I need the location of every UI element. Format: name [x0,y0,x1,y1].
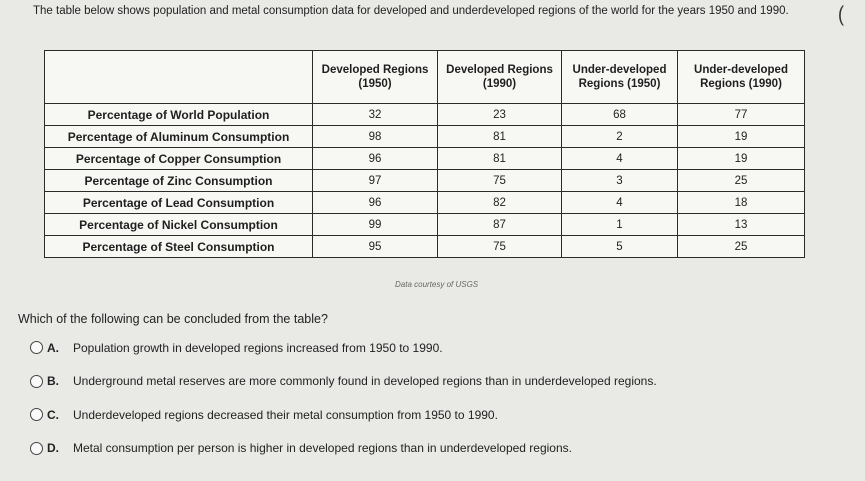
row-label: Percentage of Lead Consumption [44,191,313,214]
table-row: Percentage of Aluminum Consumption 98 81… [44,125,805,148]
option-letter: C. [47,407,59,422]
table-row: Percentage of Lead Consumption 96 82 4 1… [44,191,805,214]
radio-button-icon[interactable] [30,341,43,354]
table-header-underdeveloped-1950: Under-developed Regions (1950) [561,50,678,104]
table-header-developed-1950: Developed Regions (1950) [312,50,438,104]
table-row: Percentage of Zinc Consumption 97 75 3 2… [44,169,805,192]
radio-button-icon[interactable] [30,374,43,388]
table-cell: 81 [437,125,562,148]
option-text: Metal consumption per person is higher i… [73,441,572,455]
question-text: Which of the following can be concluded … [18,312,328,326]
table-header-row: Developed Regions (1950) Developed Regio… [44,50,805,104]
row-label: Percentage of Nickel Consumption [44,213,313,236]
table-row: Percentage of World Population 32 23 68 … [44,103,805,126]
option-a[interactable]: A. Population growth in developed region… [30,339,657,356]
table-cell: 95 [312,235,438,258]
table-cell: 3 [561,169,678,192]
table-cell: 4 [561,147,678,170]
table-cell: 75 [437,169,562,192]
table-cell: 25 [677,235,805,258]
source-note: Data courtesy of USGS [395,280,479,289]
table-cell: 97 [312,169,438,192]
table-cell: 96 [312,147,438,170]
table-header-underdeveloped-1990: Under-developed Regions (1990) [677,50,805,104]
row-label: Percentage of Steel Consumption [44,235,313,258]
table-cell: 68 [561,103,678,126]
data-table: Developed Regions (1950) Developed Regio… [44,50,805,258]
table-cell: 13 [677,213,805,236]
option-letter: D. [47,441,59,455]
option-c[interactable]: C. Underdeveloped regions decreased thei… [30,406,657,423]
row-label: Percentage of World Population [44,103,313,126]
table-cell: 18 [677,191,805,214]
table-cell: 1 [561,213,678,236]
table-cell: 5 [561,235,678,258]
option-text: Underdeveloped regions decreased their m… [73,407,498,422]
table-cell: 77 [677,103,805,126]
radio-button-icon[interactable] [30,408,43,421]
table-header-developed-1990: Developed Regions (1990) [437,50,562,104]
radio-button-icon[interactable] [30,441,43,455]
option-d[interactable]: D. Metal consumption per person is highe… [30,440,657,457]
option-letter: B. [47,374,59,388]
option-text: Underground metal reserves are more comm… [73,374,657,388]
table-header-corner [44,50,313,104]
table-cell: 25 [677,169,805,192]
row-label: Percentage of Aluminum Consumption [44,125,313,148]
row-label: Percentage of Zinc Consumption [44,169,313,192]
option-b[interactable]: B. Underground metal reserves are more c… [30,373,657,390]
table-cell: 23 [437,103,562,126]
table-row: Percentage of Steel Consumption 95 75 5 … [44,235,805,258]
table-cell: 75 [437,235,562,258]
table-cell: 32 [312,103,438,126]
table-cell: 4 [561,191,678,214]
table-cell: 99 [312,213,438,236]
table-cell: 98 [312,125,438,148]
table-cell: 87 [437,213,562,236]
option-text: Population growth in developed regions i… [73,340,443,355]
table-cell: 19 [677,125,805,148]
table-cell: 81 [437,147,562,170]
option-letter: A. [47,340,59,355]
table-cell: 82 [437,191,562,214]
row-label: Percentage of Copper Consumption [44,147,313,170]
intro-text: The table below shows population and met… [33,5,789,17]
answer-options: A. Population growth in developed region… [30,339,657,473]
table-row: Percentage of Copper Consumption 96 81 4… [44,147,805,170]
table-row: Percentage of Nickel Consumption 99 87 1… [44,213,805,236]
table-cell: 96 [312,191,438,214]
bracket-mark: ( [838,1,844,26]
table-cell: 2 [561,125,678,148]
table-cell: 19 [677,147,805,170]
